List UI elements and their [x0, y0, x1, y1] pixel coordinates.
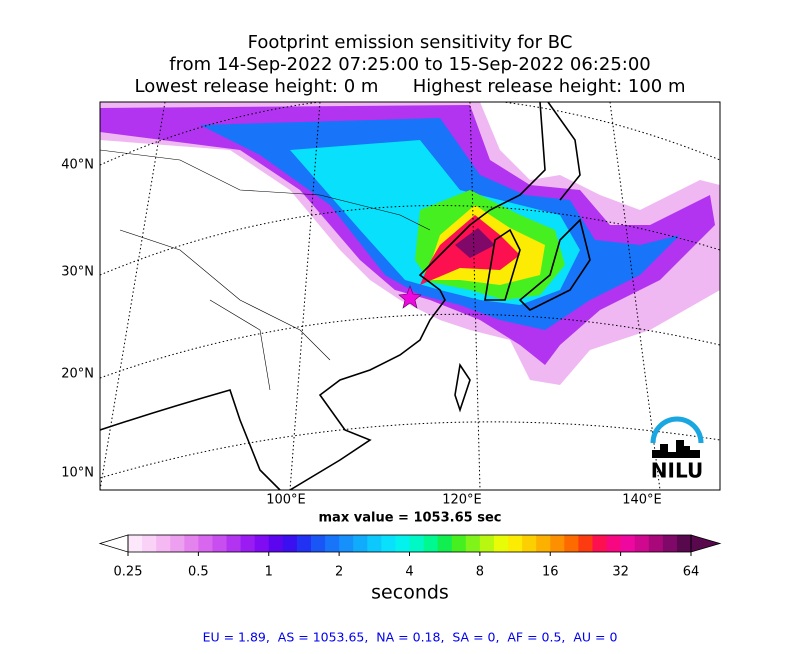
colorbar-swatch	[676, 535, 692, 552]
title-dates: from 14-Sep-2022 07:25:00 to 15-Sep-2022…	[169, 54, 651, 75]
colorbar-swatch	[395, 535, 410, 552]
colorbar-swatch	[367, 535, 382, 552]
colorbar-swatch	[451, 535, 467, 552]
colorbar-swatch	[142, 535, 157, 552]
colorbar-swatch	[465, 535, 481, 552]
colorbar-swatch	[128, 535, 143, 552]
colorbar-swatch	[606, 535, 622, 552]
colorbar-tick-label: 32	[612, 565, 629, 580]
lon-label: 120°E	[442, 493, 482, 508]
colorbar-swatch	[170, 535, 185, 552]
colorbar-swatch	[240, 535, 256, 552]
release-site	[398, 285, 422, 309]
lat-label: 40°N	[61, 158, 94, 173]
colorbar-swatch	[493, 535, 509, 552]
colorbar-tick-label: 16	[542, 565, 559, 580]
colorbar-swatch	[634, 535, 650, 552]
max-value: max value = 1053.65 sec	[319, 511, 502, 526]
colorbar-swatch	[592, 535, 608, 552]
colorbar-swatch	[550, 535, 565, 552]
map-frame	[99, 101, 721, 491]
lat-label: 30°N	[61, 265, 94, 280]
lat-label: 10°N	[61, 466, 94, 481]
colorbar-swatch	[578, 535, 593, 552]
logo: NILU	[650, 416, 704, 483]
footer-stats: EU = 1.89, AS = 1053.65, NA = 0.18, SA =…	[203, 630, 618, 645]
colorbar-tick-label: 1	[265, 565, 273, 580]
colorbar-swatch	[564, 535, 579, 552]
colorbar-swatch	[409, 535, 425, 552]
colorbar-tick-label: 2	[335, 565, 343, 580]
colorbar-swatch	[479, 535, 495, 552]
colorbar-tick-label: 0.5	[188, 565, 209, 580]
colorbar: 0.25 0.5 1 2 4 8 16 32 64	[98, 534, 722, 580]
plume-core	[455, 228, 495, 258]
colorbar-swatch	[282, 535, 298, 552]
colorbar-swatch	[184, 535, 199, 552]
logo-skyline	[652, 440, 700, 458]
title: Footprint emission sensitivity for BC	[248, 32, 573, 53]
colorbar-swatch	[198, 535, 213, 552]
coastline	[100, 102, 591, 490]
colorbar-swatch	[648, 535, 664, 552]
lat-label: 20°N	[61, 367, 94, 382]
colorbar-swatch	[437, 535, 453, 552]
colorbar-swatch	[508, 535, 523, 552]
colorbar-swatch	[226, 535, 242, 552]
title-heights: Lowest release height: 0 m Highest relea…	[135, 76, 686, 97]
lon-label: 100°E	[266, 493, 306, 508]
colorbar-tick-label: 0.25	[114, 565, 143, 580]
colorbar-swatch	[310, 535, 326, 552]
colorbar-swatch	[254, 535, 270, 552]
colorbar-swatch	[423, 535, 439, 552]
colorbar-swatch	[381, 535, 396, 552]
colorbar-tick-label: 4	[405, 565, 413, 580]
colorbar-swatch	[325, 535, 340, 552]
logo-text: NILU	[651, 459, 703, 483]
colorbar-swatch	[536, 535, 551, 552]
colorbar-tick-label: 8	[476, 565, 484, 580]
graticule	[100, 102, 720, 490]
map: NILU	[100, 102, 720, 490]
colorbar-swatch	[662, 535, 678, 552]
colorbar-swatch	[353, 535, 368, 552]
colorbar-swatch	[268, 535, 284, 552]
borders	[100, 149, 431, 391]
colorbar-swatch	[156, 535, 171, 552]
colorbar-swatch	[620, 535, 636, 552]
colorbar-swatch	[339, 535, 354, 552]
colorbar-swatch	[296, 535, 312, 552]
logo-arc	[650, 416, 704, 444]
colorbar-tick-label: 64	[683, 565, 700, 580]
colorbar-swatch	[212, 535, 228, 552]
colorbar-label: seconds	[371, 582, 449, 604]
colorbar-swatch	[522, 535, 537, 552]
lon-label: 140°E	[622, 493, 662, 508]
